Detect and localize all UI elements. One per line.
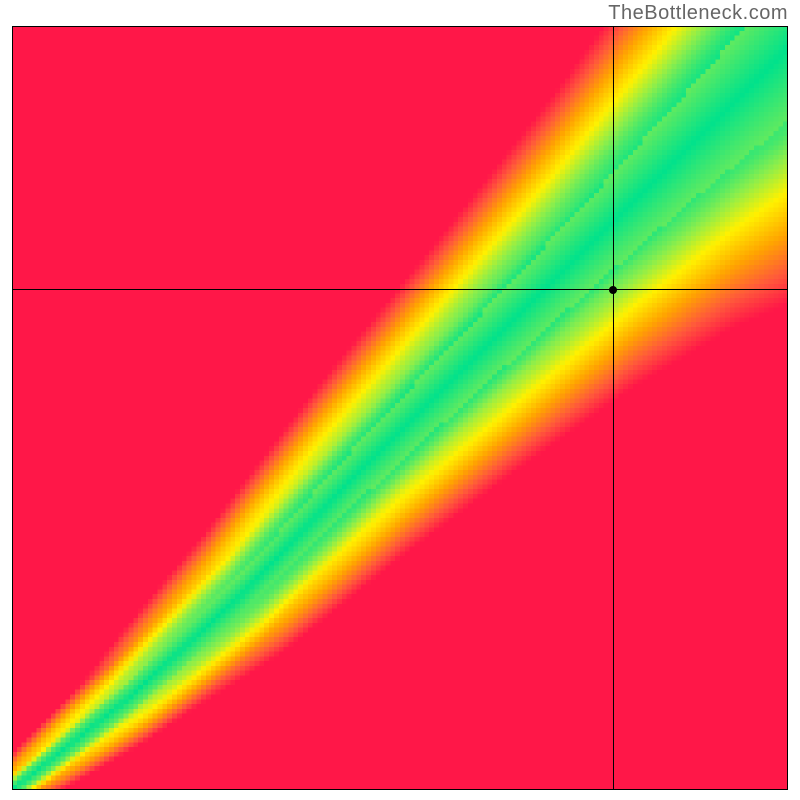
watermark-text: TheBottleneck.com (608, 2, 788, 25)
chart-container: TheBottleneck.com (0, 0, 800, 800)
bottleneck-heatmap (12, 26, 788, 790)
